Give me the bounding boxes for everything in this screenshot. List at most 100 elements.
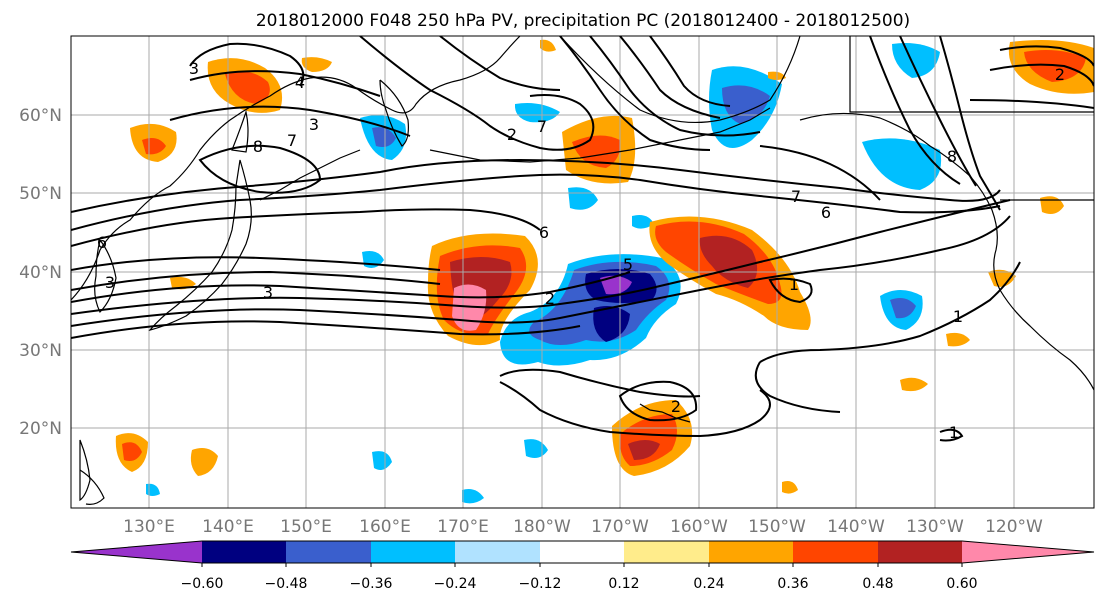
precip-blob [699,235,758,288]
colorbar-segment [624,541,709,563]
contour-label: 7 [791,187,801,206]
precip-blob [372,127,396,147]
pv-contour [71,256,441,271]
pv-contour [939,428,964,442]
coastline-taiwan [79,439,91,502]
pv-contour [71,270,441,291]
lon-label: 140°E [202,517,254,537]
colorbar-segment [286,541,371,563]
contour-label: 7 [537,117,547,136]
colorbar-segments [70,540,1095,567]
contour-label: 3 [309,115,319,134]
precip-blob [946,332,970,347]
lon-label: 180°W [513,517,571,537]
lat-label: 60°N [19,106,62,126]
precip-blob [122,442,142,461]
lon-label: 170°E [437,517,489,537]
colorbar-tick-label: −0.36 [350,576,393,592]
lat-label: 30°N [19,341,62,361]
pv-contour [869,36,961,185]
pv-contours [71,36,1094,442]
colorbar-segment [371,541,455,563]
pv-contour [189,42,305,87]
contour-label: 2 [671,397,681,416]
pv-contour [754,361,841,413]
pv-contour [589,36,761,137]
colorbar-segment [878,541,962,563]
precip-blob [190,448,218,476]
coastline-border-alaska [849,36,1094,113]
coastline-kamchatka [379,79,409,147]
colorbar-tick-label: −0.12 [519,576,562,592]
precip-blob [372,451,392,470]
contour-label: 6 [97,233,107,252]
precip-blob [632,215,654,229]
pv-contour [439,36,561,91]
precip-blob [900,377,928,392]
pv-contour [759,261,1021,363]
colorbar-tick-label: 0.12 [608,576,639,592]
colorbar-tick-label: −0.60 [181,576,224,592]
contour-label: 6 [539,223,549,242]
contour-label: 2 [1055,65,1065,84]
colorbar-tick-label: −0.48 [265,576,308,592]
contour-label: 1 [949,423,959,442]
pv-contour [359,36,595,151]
lat-label: 50°N [19,184,62,204]
coastline-sakhalin [231,109,249,153]
pv-contour [768,277,813,304]
precip-blob [862,138,942,190]
colorbar: −0.60 −0.48 −0.36 −0.24 −0.12 0.12 0.24 … [70,540,1095,592]
pv-contour [759,145,881,201]
map-panel: 3 4 3 8 7 2 6 7 6 6 3 2 5 1 1 2 1 8 2 7 [70,35,1095,509]
pv-contour [71,158,1001,213]
precip-blob [462,489,484,504]
lat-label: 40°N [19,263,62,283]
pv-contour [71,208,541,247]
contour-label: 2 [507,125,517,144]
coastline-korea [94,239,117,314]
precip-blob [892,43,940,78]
pv-contour [969,99,1094,109]
colorbar-tick-label: 0.60 [946,576,977,592]
contour-label: 2 [545,289,555,308]
colorbar-tick-label: −0.24 [434,576,477,592]
precip-blob [628,440,660,460]
pv-contour [71,173,1001,231]
lon-label: 150°W [748,517,806,537]
colorbar-segment [793,541,878,563]
precip-blob [722,85,770,124]
coastline-philippines [79,469,105,505]
coastline-alaska-south [799,112,1094,391]
precip-blob [301,57,332,72]
pv-contour [649,36,731,107]
colorbar-segment [202,541,286,563]
coastline-alaska [559,36,801,124]
contour-label: 7 [287,131,297,150]
contour-label: 5 [623,255,633,274]
coastline-hawaii [639,403,691,423]
colorbar-tick-label: 0.24 [693,576,724,592]
contour-labels: 3 4 3 8 7 2 6 7 6 6 3 2 5 1 1 2 1 8 2 7 [97,59,1065,442]
lon-label: 160°W [670,517,728,537]
pv-contour [169,105,411,137]
precip-blob [593,306,630,342]
contour-label: 8 [947,147,957,166]
pv-contour [71,320,581,339]
pv-contour [71,199,1011,315]
pv-contour [989,63,1094,87]
precip-blob [600,275,632,295]
colorbar-segment [455,541,540,563]
pv-contour [899,36,977,187]
precip-blob [514,103,560,123]
lon-label: 150°E [280,517,332,537]
lon-label: 160°E [359,517,411,537]
contour-label: 1 [953,307,963,326]
pv-contour [198,144,322,194]
gridlines [71,36,1094,508]
precip-blob [782,481,798,494]
pv-contour [999,45,1094,67]
lon-label: 170°W [591,517,649,537]
colorbar-tick-label: 0.36 [777,576,808,592]
